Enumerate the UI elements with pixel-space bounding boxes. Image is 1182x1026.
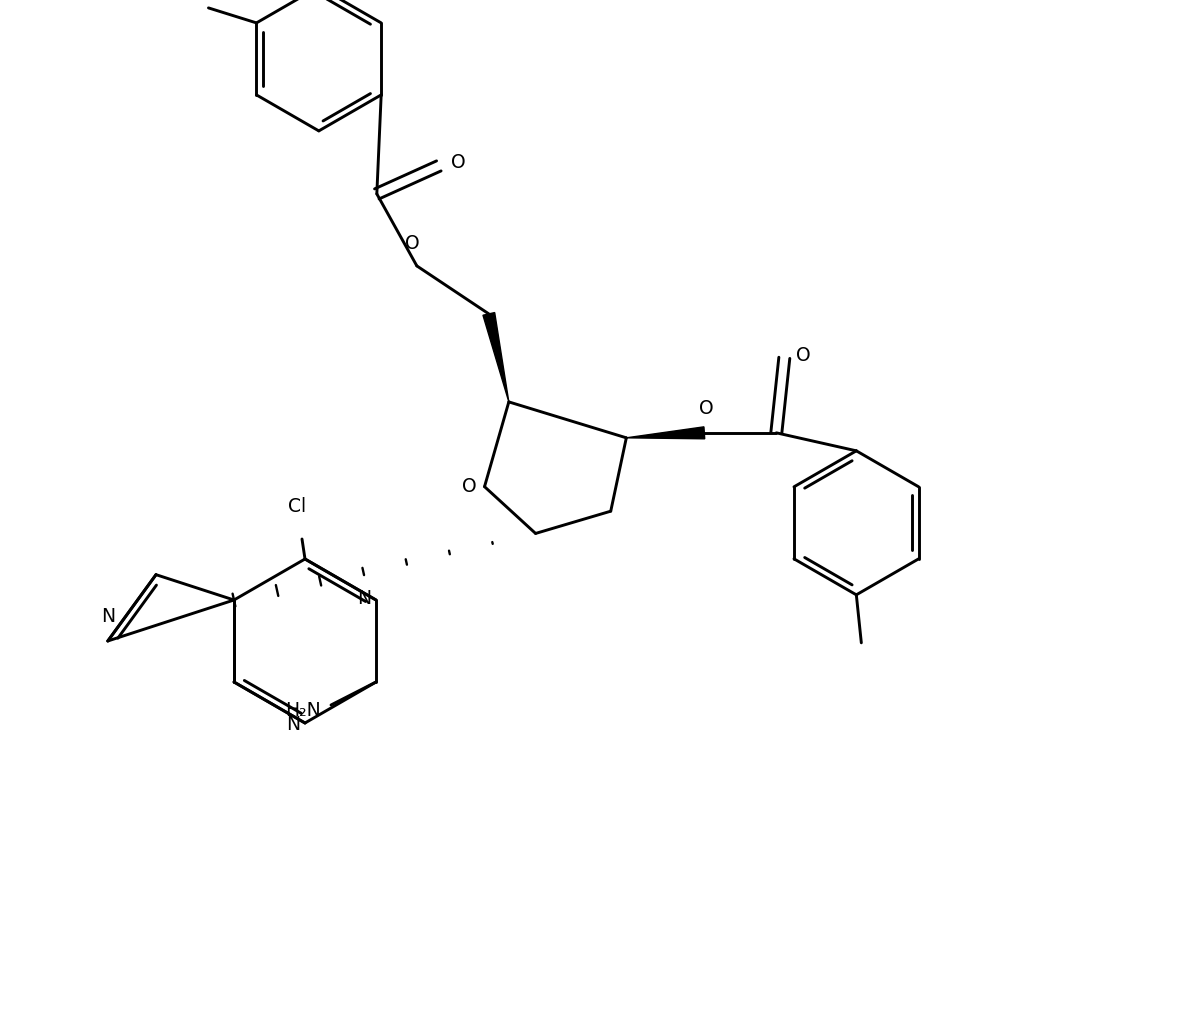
- Text: N: N: [100, 607, 115, 626]
- Text: O: O: [450, 154, 466, 172]
- Text: N: N: [357, 589, 371, 607]
- Text: O: O: [699, 399, 714, 418]
- Text: O: O: [797, 347, 811, 365]
- Text: O: O: [404, 234, 420, 252]
- Text: O: O: [462, 477, 476, 497]
- Polygon shape: [626, 427, 704, 439]
- Polygon shape: [483, 313, 508, 402]
- Text: H₂N: H₂N: [285, 701, 322, 719]
- Text: Cl: Cl: [288, 497, 306, 516]
- Text: N: N: [286, 715, 300, 735]
